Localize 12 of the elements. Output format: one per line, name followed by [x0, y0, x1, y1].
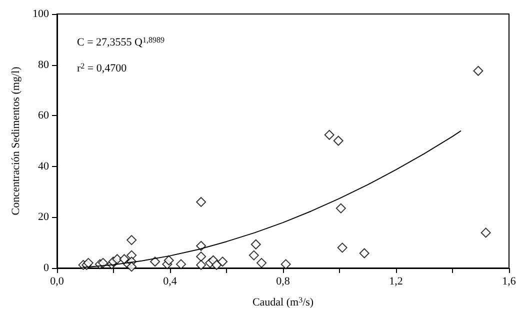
x-tick-label: 0,8: [276, 276, 290, 288]
y-tick-label: 0: [44, 262, 50, 274]
x-tick-label: 0,4: [163, 276, 178, 288]
y-tick-label: 20: [38, 211, 50, 224]
y-tick-label: 40: [38, 160, 50, 172]
x-tick-label: 1,2: [389, 276, 403, 288]
x-tick-label: 0,0: [50, 276, 64, 288]
y-axis-title: Concentración Sedimentos (mg/l): [10, 66, 22, 216]
y-tick-label: 80: [38, 58, 50, 71]
x-tick-label: 1,6: [502, 276, 516, 288]
y-tick-label: 60: [38, 110, 50, 122]
y-tick-label: 100: [32, 8, 50, 20]
